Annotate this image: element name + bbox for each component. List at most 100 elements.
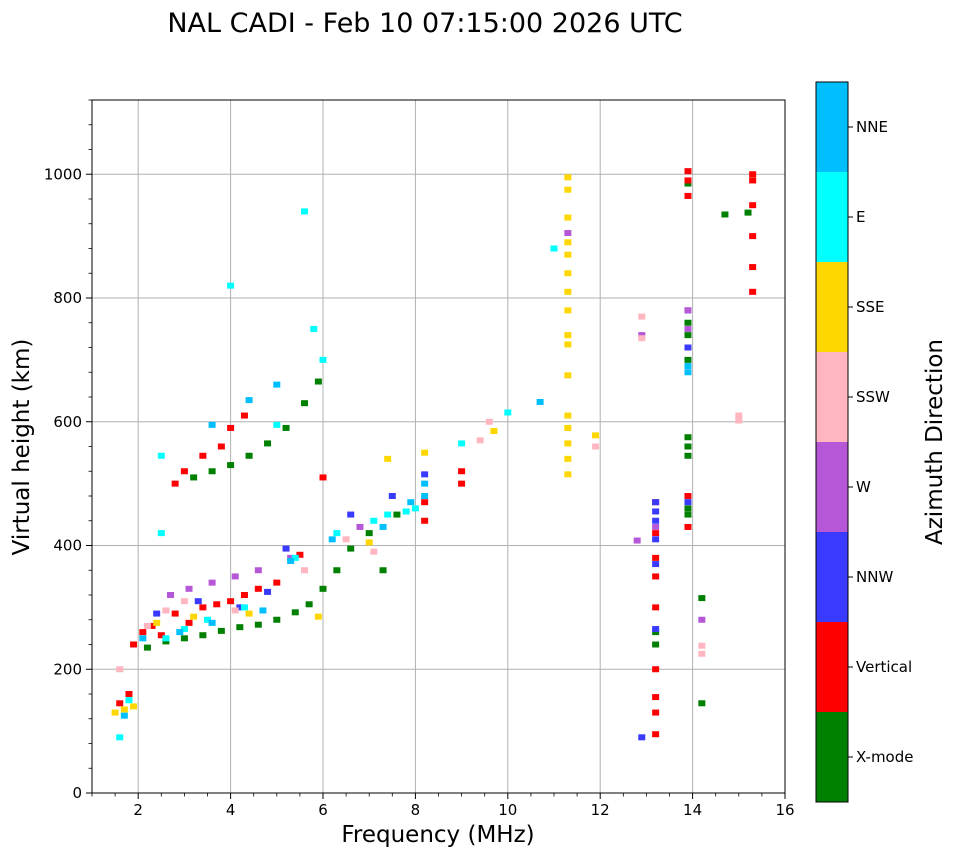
data-point [217, 443, 225, 450]
data-point [217, 627, 225, 634]
data-point [227, 462, 235, 469]
data-point [240, 592, 248, 598]
colorbar-segment [816, 82, 848, 172]
x-tick-label: 6 [318, 801, 328, 819]
data-point [264, 588, 272, 595]
data-point [684, 499, 692, 506]
colorbar-frame [815, 81, 849, 803]
data-point [652, 731, 660, 738]
data-point [282, 424, 290, 431]
data-point [347, 545, 355, 552]
data-point [476, 437, 484, 444]
data-point [180, 468, 188, 475]
data-point [458, 468, 466, 475]
data-point [116, 734, 124, 741]
data-point [143, 644, 151, 651]
data-point [240, 604, 248, 611]
data-point [125, 697, 133, 704]
data-point [185, 585, 193, 592]
data-point [564, 270, 572, 277]
data-point [749, 171, 757, 178]
colorbar-tick-label: W [856, 478, 871, 496]
data-point [564, 332, 572, 339]
data-point [421, 480, 429, 487]
data-point [176, 629, 184, 636]
x-tick-label: 12 [591, 801, 610, 819]
data-point [721, 211, 729, 218]
data-point [157, 452, 165, 459]
data-point [296, 551, 304, 558]
data-point [735, 417, 743, 424]
data-point [684, 511, 692, 518]
data-point [684, 443, 692, 450]
data-point [116, 666, 124, 673]
data-point [564, 307, 572, 314]
data-point [231, 607, 239, 614]
data-point [245, 452, 253, 459]
data-point [167, 592, 175, 598]
data-point [564, 372, 572, 379]
data-point [564, 214, 572, 221]
data-point [171, 480, 179, 487]
data-point [379, 567, 387, 574]
data-point [592, 432, 600, 439]
data-point [208, 421, 216, 428]
data-point [254, 585, 262, 592]
data-point [148, 622, 156, 629]
data-point [273, 579, 281, 586]
data-point [638, 313, 646, 320]
data-point [384, 455, 392, 462]
data-point [185, 619, 193, 626]
data-point [652, 523, 660, 530]
data-point [652, 554, 660, 561]
data-point [421, 493, 429, 499]
data-point [652, 517, 660, 524]
data-point [458, 440, 466, 447]
data-point [684, 344, 692, 351]
colorbar-tick-label: NNE [856, 118, 888, 136]
data-point [698, 650, 706, 657]
data-point [684, 434, 692, 441]
data-point [652, 561, 660, 568]
y-tick-label: 1000 [44, 165, 82, 183]
data-point [684, 168, 692, 175]
data-point [564, 424, 572, 431]
data-point [111, 709, 119, 716]
data-point [652, 694, 660, 701]
data-point [120, 712, 128, 719]
data-point [638, 332, 646, 339]
x-tick-label: 8 [411, 801, 421, 819]
x-tick-label: 14 [683, 801, 702, 819]
data-point [171, 610, 179, 617]
data-point [652, 508, 660, 515]
data-point [305, 601, 313, 608]
data-point [199, 604, 207, 611]
data-point [564, 440, 572, 447]
data-point [130, 641, 138, 648]
data-point [421, 499, 429, 506]
data-point [153, 610, 161, 617]
data-point [749, 288, 757, 295]
data-point [458, 480, 466, 487]
data-point [388, 493, 396, 499]
data-point [652, 604, 660, 611]
data-point [684, 493, 692, 499]
data-point [749, 177, 757, 184]
data-point [421, 449, 429, 456]
data-point [684, 505, 692, 512]
data-point [273, 421, 281, 428]
data-point [638, 335, 646, 342]
data-point [259, 607, 267, 614]
y-tick-label: 800 [53, 289, 82, 307]
y-tick-label: 0 [72, 784, 82, 802]
data-point [157, 530, 165, 537]
data-point [744, 209, 752, 216]
data-point [652, 499, 660, 506]
colorbar-segment [816, 172, 848, 262]
data-point [245, 610, 253, 617]
data-point [245, 397, 253, 404]
x-tick-label: 4 [226, 801, 236, 819]
data-point [564, 288, 572, 295]
data-point [490, 428, 498, 435]
data-point [684, 192, 692, 199]
